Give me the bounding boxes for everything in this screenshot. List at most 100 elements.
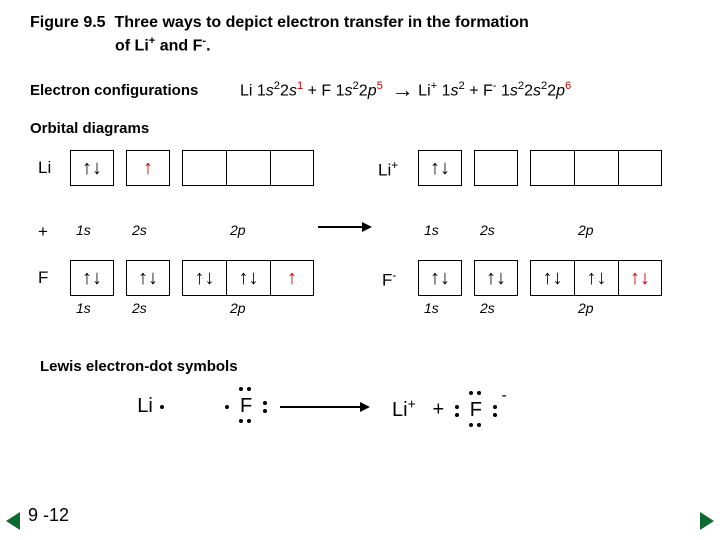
electron-dot xyxy=(469,423,473,427)
orbital-box xyxy=(574,150,618,186)
figure-title: Figure 9.5 Three ways to depict electron… xyxy=(30,12,529,57)
electron-dot xyxy=(225,405,229,409)
ec-lip: Li xyxy=(418,82,430,99)
electron-dot xyxy=(477,391,481,395)
lewis-products: Li+ + F - xyxy=(392,395,491,422)
orbital-box: ↑↓ xyxy=(182,260,226,296)
orbital-diagrams-heading: Orbital diagrams xyxy=(30,120,149,137)
slide: Figure 9.5 Three ways to depict electron… xyxy=(0,0,720,540)
lewis-arrow-icon xyxy=(280,406,368,408)
lewis-lip-text: Li xyxy=(392,399,408,421)
electron-dot xyxy=(493,413,497,417)
orbital-box: ↑↓ xyxy=(70,260,114,296)
li-label: Li xyxy=(38,158,51,178)
f-label: F xyxy=(38,268,48,288)
ec-red5: 5 xyxy=(377,80,383,92)
shell-2s: 2s xyxy=(480,222,495,238)
orbital-box: ↑↓ xyxy=(226,260,270,296)
shell-2s: 2s xyxy=(132,222,147,238)
fm-label: F- xyxy=(382,268,396,291)
electron-config-heading: Electron configurations xyxy=(30,82,198,99)
ec-fms: s xyxy=(510,82,518,99)
prev-slide-button[interactable] xyxy=(6,512,20,530)
orbital-box: ↑↓ xyxy=(70,150,114,186)
electron-dot xyxy=(477,423,481,427)
ec-fmsp: 1 xyxy=(497,82,510,99)
lewis-lip: Li+ xyxy=(392,399,416,421)
orbital-box: ↑↓ xyxy=(474,260,518,296)
reaction-arrow-icon xyxy=(318,226,370,228)
lip-text: Li xyxy=(378,161,391,180)
shell-2p: 2p xyxy=(578,222,594,238)
shell-2s: 2s xyxy=(132,300,147,316)
shell-2p: 2p xyxy=(578,300,594,316)
figure-label: Figure 9.5 xyxy=(30,14,106,31)
figure-line1: Three ways to depict electron transfer i… xyxy=(114,14,528,31)
figure-line2b: and F xyxy=(155,37,202,54)
electron-dot xyxy=(455,405,459,409)
electron-dot xyxy=(493,405,497,409)
orbital-box: ↑ xyxy=(126,150,170,186)
orbital-box xyxy=(226,150,270,186)
shell-2p: 2p xyxy=(230,300,246,316)
electron-dot xyxy=(263,409,267,413)
electron-dot xyxy=(239,419,243,423)
figure-line2c: . xyxy=(206,37,210,54)
electron-config-equation: Li 1s22s1 + F 1s22p5 → Li+ 1s2 + F- 1s22… xyxy=(240,80,571,100)
lewis-fm: F - xyxy=(461,399,491,422)
ec-fmp: p xyxy=(556,82,565,99)
ec-red1: 1 xyxy=(297,80,303,92)
orbital-box: ↑↓ xyxy=(418,150,462,186)
orbital-box: ↑ xyxy=(270,260,314,296)
fm-text: F xyxy=(382,271,392,290)
charge-minus: - xyxy=(501,387,506,405)
shell-1s: 1s xyxy=(76,222,91,238)
shell-1s: 1s xyxy=(424,300,439,316)
ec-t: 2 xyxy=(280,82,289,99)
figure-line2a: of Li xyxy=(115,37,149,54)
ec-fm2b: 2 xyxy=(547,82,556,99)
ec-fs: s xyxy=(345,82,353,99)
ec-fm2: 2 xyxy=(524,82,533,99)
ec-lip1: 1 xyxy=(437,82,450,99)
ec-lips: s xyxy=(451,82,459,99)
ec-f2: 2 xyxy=(359,82,368,99)
ec-li: Li 1 xyxy=(240,82,266,99)
electron-dot xyxy=(247,387,251,391)
ec-it: s xyxy=(266,82,274,99)
ec-fm: + F xyxy=(469,82,493,99)
ec-plus: + xyxy=(308,82,322,99)
ec-f: F 1 xyxy=(321,82,344,99)
orbital-box xyxy=(474,150,518,186)
ec-fmsb: s xyxy=(533,82,541,99)
electron-dot xyxy=(455,413,459,417)
orbital-box xyxy=(618,150,662,186)
lewis-f: F xyxy=(231,395,261,418)
lewis-row: Li F xyxy=(130,395,261,418)
orbital-box xyxy=(270,150,314,186)
lip-label: Li+ xyxy=(378,158,398,181)
shell-2s: 2s xyxy=(480,300,495,316)
electron-dot xyxy=(247,419,251,423)
lewis-plus: + xyxy=(432,399,444,421)
lewis-li-text: Li xyxy=(137,395,153,417)
lewis-heading: Lewis electron-dot symbols xyxy=(40,358,238,375)
orbital-box: ↑↓ xyxy=(618,260,662,296)
orbital-box: ↑↓ xyxy=(418,260,462,296)
electron-dot xyxy=(469,391,473,395)
orbital-box: ↑↓ xyxy=(530,260,574,296)
orbital-box: ↑↓ xyxy=(126,260,170,296)
orbital-box xyxy=(530,150,574,186)
shell-2p: 2p xyxy=(230,222,246,238)
ec-it2: s xyxy=(289,82,297,99)
electron-dot xyxy=(160,405,164,409)
ec-fp: p xyxy=(368,82,377,99)
electron-dot xyxy=(239,387,243,391)
orbital-box xyxy=(182,150,226,186)
next-slide-button[interactable] xyxy=(700,512,714,530)
orbital-box: ↑↓ xyxy=(574,260,618,296)
plus-label: + xyxy=(38,222,48,242)
shell-1s: 1s xyxy=(76,300,91,316)
ec-red6: 6 xyxy=(565,80,571,92)
page-number: 9 -12 xyxy=(28,505,69,526)
